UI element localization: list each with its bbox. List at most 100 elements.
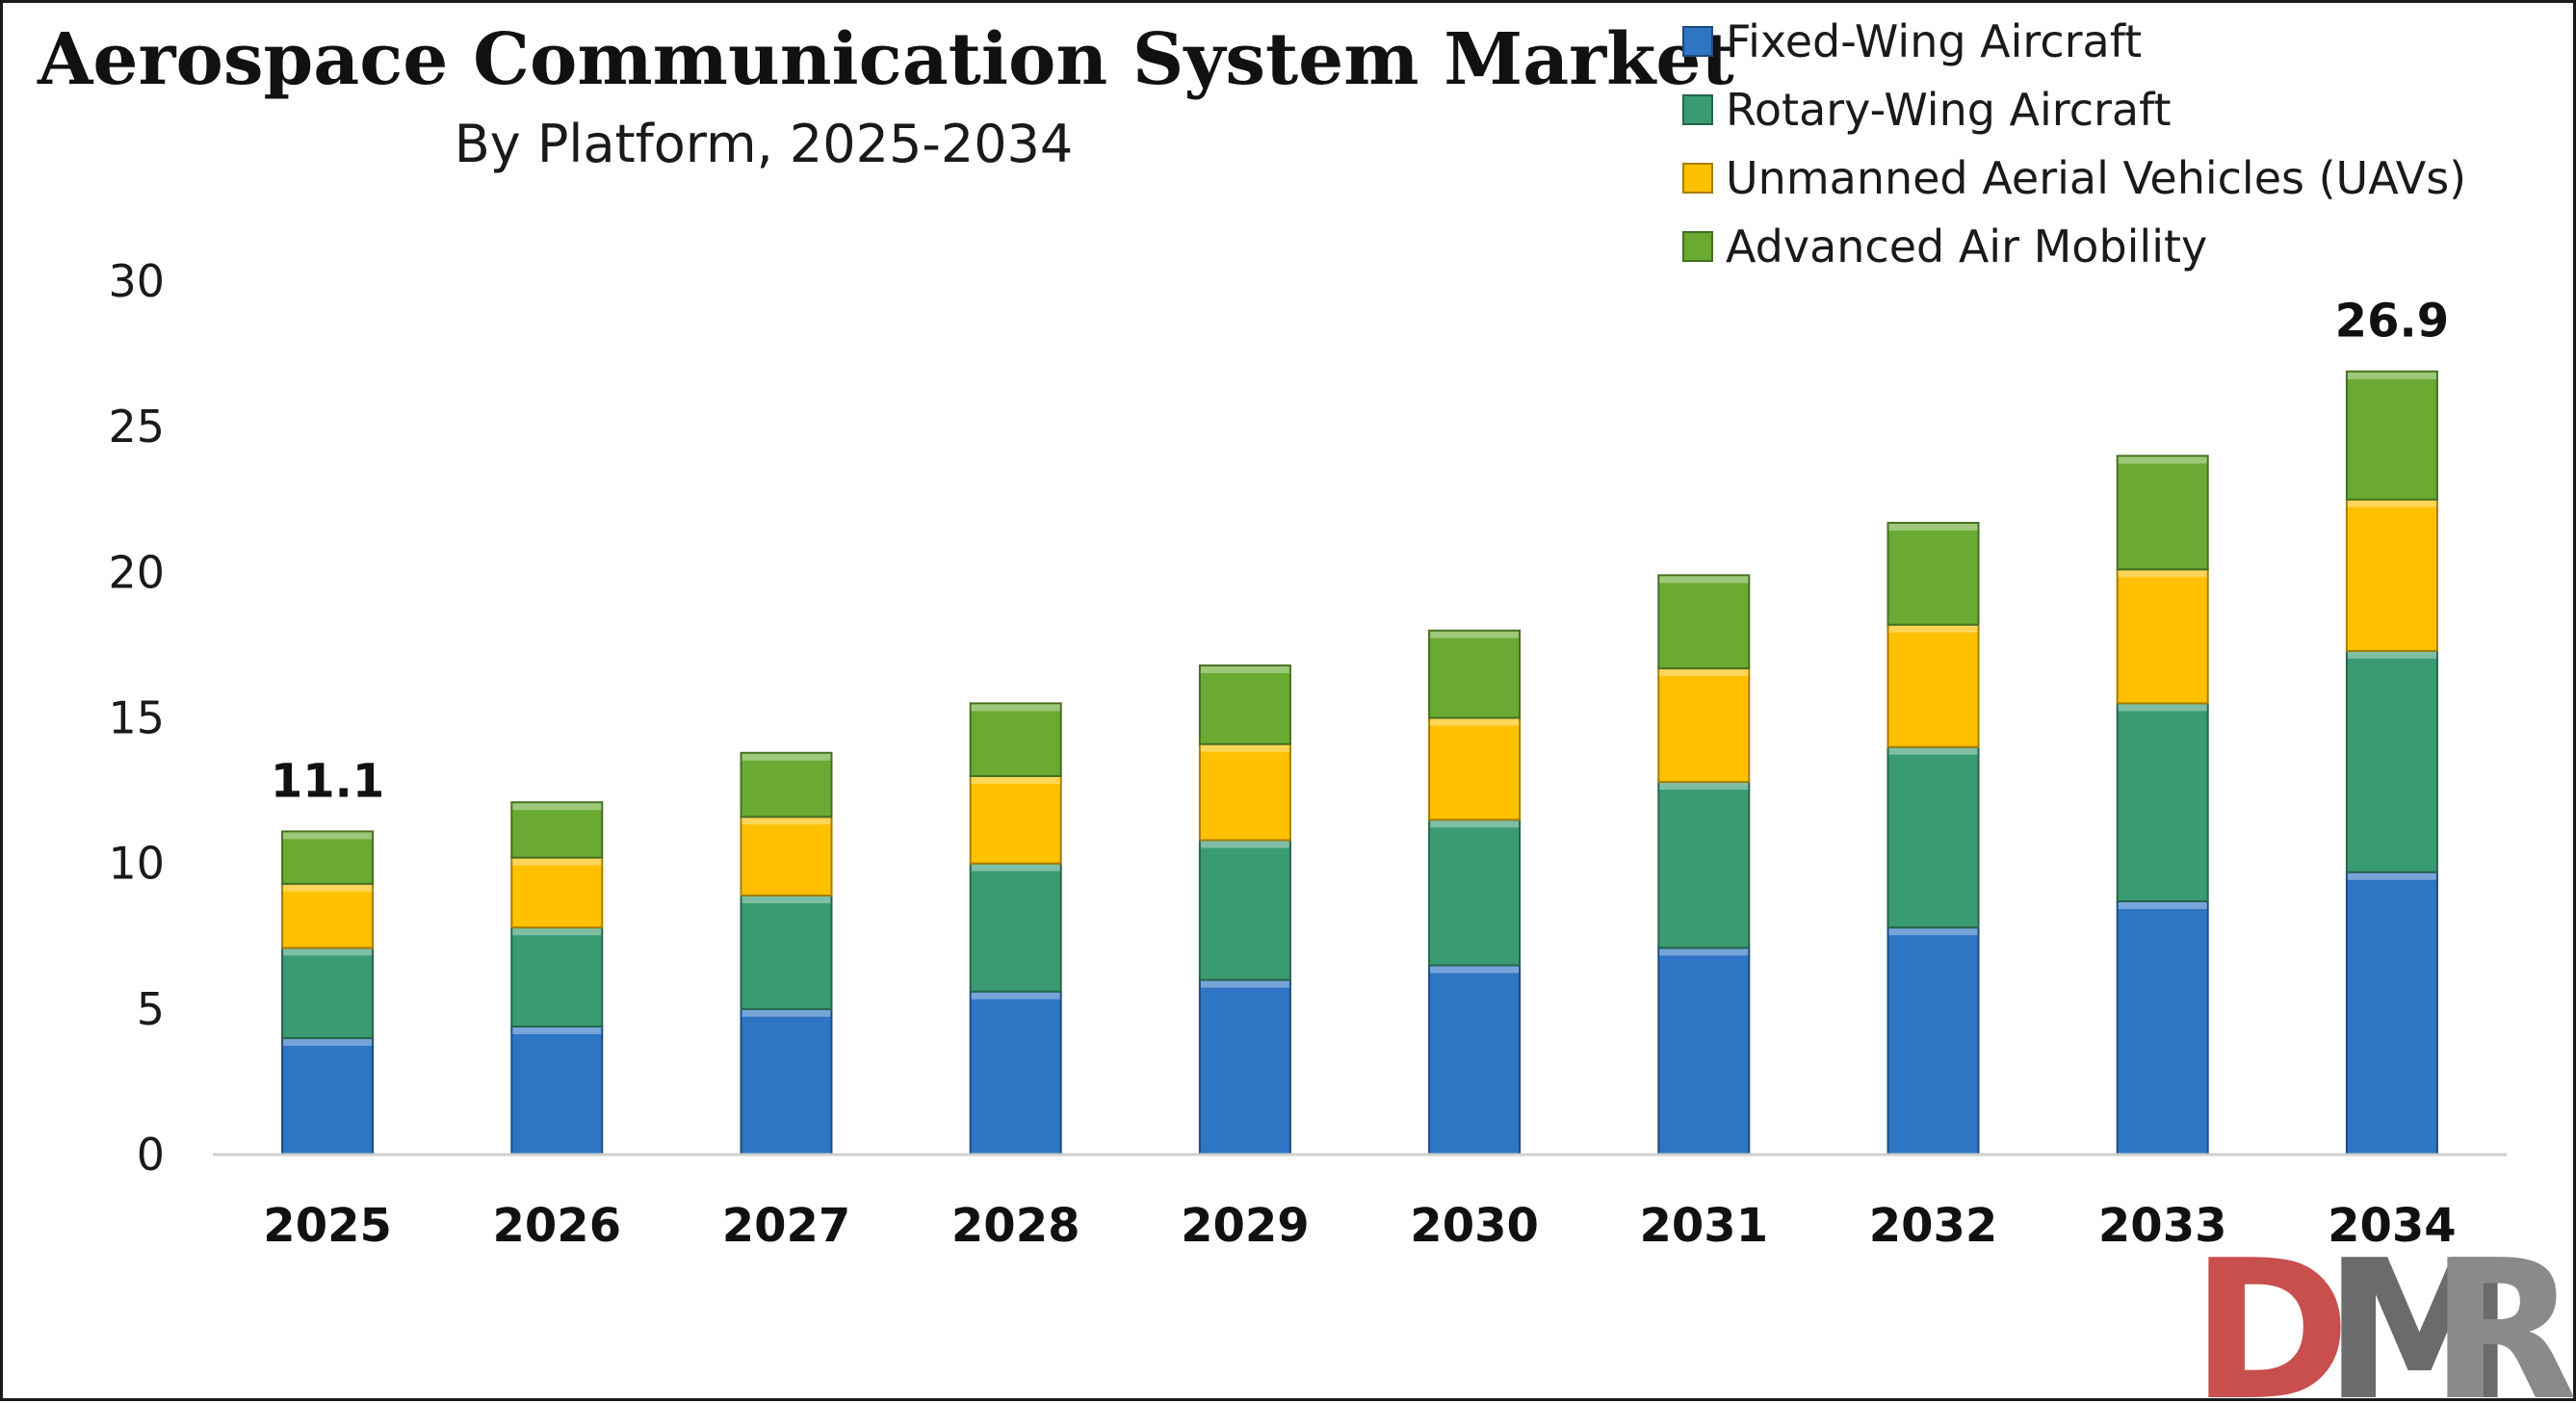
legend-label: Fixed-Wing Aircraft bbox=[1726, 15, 2142, 67]
bar-segment bbox=[281, 1037, 375, 1156]
bar-segment-highlight bbox=[742, 753, 831, 761]
bar-segment bbox=[510, 926, 604, 1027]
total-data-label: 26.9 bbox=[2335, 295, 2449, 349]
bar-segment bbox=[2116, 568, 2209, 705]
bar-segment bbox=[2345, 370, 2438, 501]
x-tick-label: 2025 bbox=[263, 1199, 392, 1253]
bar-segment-highlight bbox=[1430, 631, 1520, 638]
bar-segment-highlight bbox=[2347, 872, 2436, 880]
y-tick-label: 0 bbox=[137, 1129, 165, 1181]
bar-segment bbox=[281, 882, 375, 949]
y-tick-label: 5 bbox=[137, 983, 165, 1035]
x-tick-label: 2028 bbox=[951, 1199, 1080, 1253]
bar-segment bbox=[740, 1007, 833, 1157]
bar-segment-highlight bbox=[971, 864, 1060, 871]
bar-stack-2031 bbox=[1657, 574, 1751, 1156]
bar-segment bbox=[2345, 871, 2438, 1157]
stacked-bar-chart: Aerospace Communication System Market By… bbox=[37, 15, 2576, 1404]
x-tick-label: 2030 bbox=[1410, 1199, 1539, 1253]
y-tick-label: 20 bbox=[108, 546, 165, 598]
bar-segment-highlight bbox=[971, 704, 1060, 712]
legend-swatch bbox=[1682, 231, 1713, 262]
bar-segment bbox=[1198, 978, 1291, 1156]
bar-segment-highlight bbox=[283, 884, 373, 892]
x-tick-label: 2034 bbox=[2328, 1199, 2457, 1253]
bar-segment-highlight bbox=[512, 928, 602, 936]
bar-segment-highlight bbox=[1200, 666, 1289, 674]
bar-segment-highlight bbox=[1888, 928, 1978, 936]
bar-segment-highlight bbox=[971, 992, 1060, 1000]
bar-segment-highlight bbox=[742, 1009, 831, 1017]
bar-segment-highlight bbox=[1888, 523, 1978, 531]
bar-segment bbox=[1428, 964, 1522, 1156]
bar-segment bbox=[1886, 521, 1980, 626]
bar-segment bbox=[1657, 574, 1751, 670]
data-labels: 11.1 26.9 bbox=[271, 295, 2449, 809]
bar-segment bbox=[2345, 649, 2438, 873]
bar-segment-highlight bbox=[1200, 744, 1289, 752]
bar-segment bbox=[281, 947, 375, 1040]
chart-title: Aerospace Communication System Market bbox=[37, 18, 1734, 101]
x-tick-label: 2027 bbox=[722, 1199, 851, 1253]
bar-segment bbox=[1886, 623, 1980, 748]
bar-segment bbox=[969, 990, 1062, 1157]
y-tick-label: 30 bbox=[108, 255, 165, 307]
bar-segment-highlight bbox=[283, 832, 373, 840]
x-axis: 2025 2026 2027 2028 2029 2030 2031 2032 2033 2034 bbox=[263, 1199, 2456, 1253]
bar-segment-highlight bbox=[1430, 966, 1520, 974]
bar-segment bbox=[1657, 781, 1751, 949]
bar-segment-highlight bbox=[971, 776, 1060, 784]
x-tick-label: 2032 bbox=[1869, 1199, 1998, 1253]
legend-swatch bbox=[1682, 26, 1713, 57]
bar-segment bbox=[1198, 839, 1291, 981]
bar-segment-highlight bbox=[1659, 576, 1749, 584]
bar-stack-2028 bbox=[969, 702, 1062, 1157]
bar-segment-highlight bbox=[2118, 456, 2207, 464]
bar-segment-highlight bbox=[512, 858, 602, 866]
bar-segment-highlight bbox=[1659, 949, 1749, 956]
bar-segment bbox=[1657, 947, 1751, 1156]
bar-segment-highlight bbox=[2347, 651, 2436, 659]
chart-subtitle: By Platform, 2025-2034 bbox=[455, 114, 1074, 174]
bar-segment bbox=[1198, 742, 1291, 842]
bar-segment-highlight bbox=[742, 896, 831, 903]
bar-segment-highlight bbox=[283, 949, 373, 956]
bar-segment bbox=[1198, 664, 1291, 745]
bar-segment bbox=[510, 801, 604, 859]
bar-segment bbox=[1886, 745, 1980, 929]
bar-segment bbox=[969, 774, 1062, 865]
bar-stack-2027 bbox=[740, 751, 833, 1157]
legend: Fixed-Wing Aircraft Rotary-Wing Aircraft U… bbox=[1682, 15, 2466, 273]
legend-swatch bbox=[1682, 94, 1713, 125]
bar-segment-highlight bbox=[1430, 820, 1520, 828]
dmr-logo: DMR bbox=[2191, 1219, 2576, 1404]
y-tick-label: 15 bbox=[108, 692, 165, 744]
bar-segment bbox=[510, 1025, 604, 1157]
logo-letter: M bbox=[2324, 1219, 2510, 1404]
bar-stack-2033 bbox=[2116, 455, 2209, 1156]
bar-segment bbox=[281, 830, 375, 885]
bar-segment bbox=[969, 862, 1062, 993]
bar-segment bbox=[1428, 629, 1522, 719]
bar-segment bbox=[1428, 716, 1522, 821]
bar-stack-2029 bbox=[1198, 664, 1291, 1156]
bar-segment bbox=[1657, 667, 1751, 784]
x-tick-label: 2029 bbox=[1181, 1199, 1310, 1253]
bar-stack-2030 bbox=[1428, 629, 1522, 1156]
bar-segment bbox=[510, 856, 604, 929]
bar-segment-highlight bbox=[512, 803, 602, 811]
bar-segment bbox=[740, 816, 833, 897]
bar-segment-highlight bbox=[2347, 372, 2436, 379]
bar-segment-highlight bbox=[1659, 669, 1749, 677]
bar-segment bbox=[1886, 926, 1980, 1156]
bar-segment-highlight bbox=[1200, 980, 1289, 988]
y-axis: 0 5 10 15 20 25 30 bbox=[108, 255, 165, 1181]
bar-stack-2032 bbox=[1886, 521, 1980, 1156]
bar-segment bbox=[969, 702, 1062, 777]
bar-segment bbox=[2345, 498, 2438, 652]
y-tick-label: 25 bbox=[108, 401, 165, 453]
bar-segment bbox=[2116, 899, 2209, 1156]
bar-segment-highlight bbox=[2118, 570, 2207, 578]
x-tick-label: 2031 bbox=[1640, 1199, 1769, 1253]
legend-label: Unmanned Aerial Vehicles (UAVs) bbox=[1726, 152, 2466, 204]
